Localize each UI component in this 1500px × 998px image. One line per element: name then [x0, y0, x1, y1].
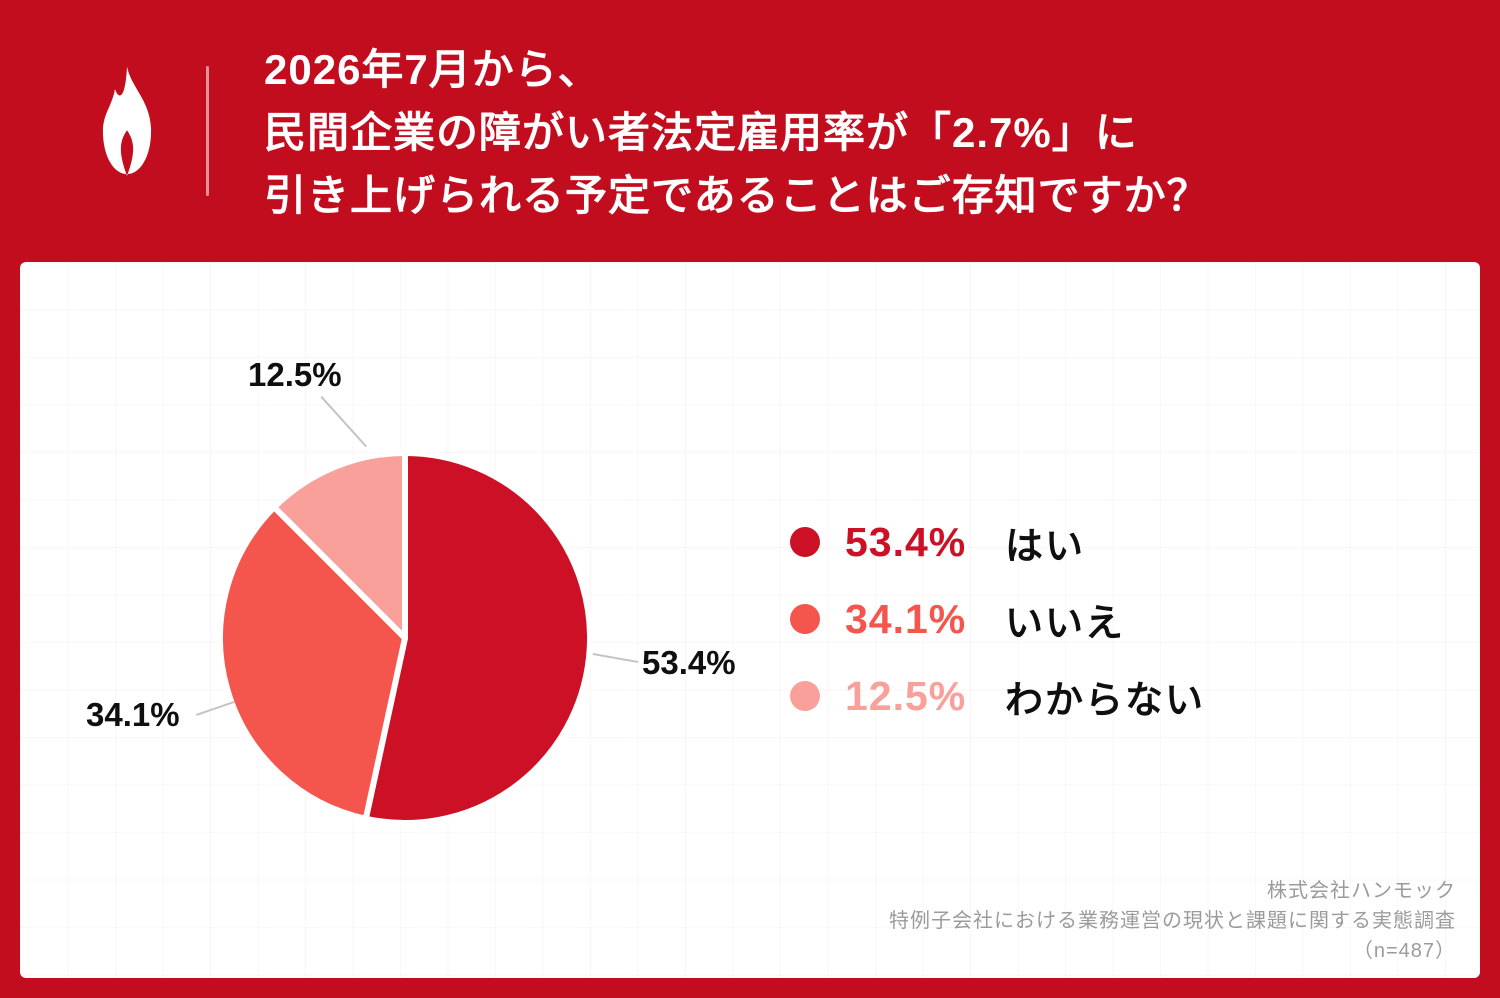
legend-percent-no: 34.1% — [845, 595, 967, 642]
legend-dot-no — [790, 604, 820, 634]
flame-icon — [84, 50, 170, 195]
header-divider — [206, 66, 209, 196]
legend-dot-yes — [790, 527, 820, 557]
legend: 53.4% はい 34.1% いいえ 12.5% わからない — [790, 517, 1206, 722]
pie-slice-はい — [362, 450, 594, 826]
legend-label-unknown: わからない — [1005, 679, 1206, 722]
pie-slice-わからない — [271, 450, 408, 641]
pie-callout-yes: 53.4% — [642, 644, 736, 681]
legend-label-no: いいえ — [1005, 602, 1126, 645]
legend-item-unknown: 12.5% わからない — [790, 671, 1206, 722]
pie-chart — [217, 450, 594, 826]
source-company: 株式会社ハンモック — [1267, 880, 1456, 902]
legend-item-no: 34.1% いいえ — [790, 594, 1205, 645]
page-title: 2026年7月から、 民間企業の障がい者法定雇用率が「2.7%」に 引き上げられ… — [264, 38, 1210, 227]
legend-percent-yes: 53.4% — [845, 518, 967, 565]
pie-slice-いいえ — [217, 504, 408, 822]
page-title-line-1: 2026年7月から、 — [264, 46, 601, 93]
source-note: 株式会社ハンモック 特例子会社における業務運営の現状と課題に関する実態調査 （n… — [889, 876, 1456, 966]
page-title-line-3: 引き上げられる予定であることはご存知ですか？ — [264, 172, 1210, 219]
legend-dot-unknown — [790, 681, 820, 711]
pie-callout-unknown: 12.5% — [248, 356, 342, 393]
pie-chart-container — [205, 438, 605, 838]
source-sample-size: （n=487） — [1352, 940, 1456, 962]
chart-panel: 12.5% 53.4% 34.1% 53.4% はい 34.1% いいえ 12.… — [20, 262, 1480, 978]
legend-percent-unknown: 12.5% — [845, 672, 967, 719]
pie-callout-no: 34.1% — [86, 696, 180, 733]
page-title-line-2: 民間企業の障がい者法定雇用率が「2.7%」に — [264, 109, 1138, 156]
header: 2026年7月から、 民間企業の障がい者法定雇用率が「2.7%」に 引き上げられ… — [0, 0, 1500, 262]
source-survey-title: 特例子会社における業務運営の現状と課題に関する実態調査 — [889, 910, 1456, 932]
legend-label-yes: はい — [1005, 525, 1086, 568]
legend-item-yes: 53.4% はい — [790, 517, 1205, 568]
